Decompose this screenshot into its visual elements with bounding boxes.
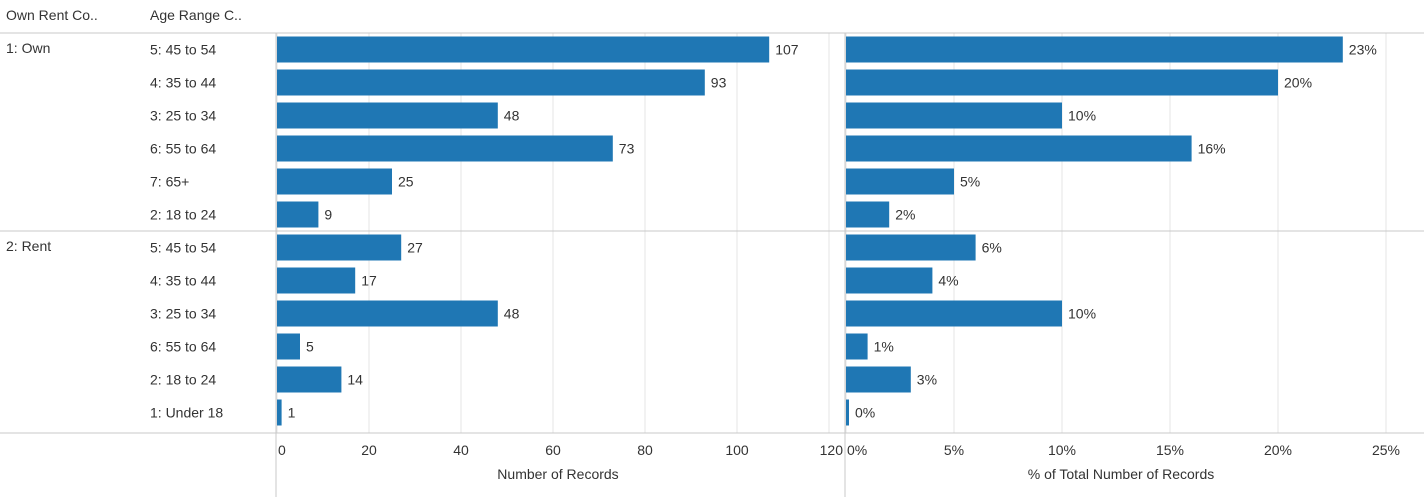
bar-count[interactable] xyxy=(277,102,498,129)
category-label[interactable]: 5: 45 to 54 xyxy=(150,42,216,58)
data-label: 25 xyxy=(398,174,414,190)
category-label[interactable]: 6: 55 to 64 xyxy=(150,339,216,355)
x-tick-label: 15% xyxy=(1156,442,1184,458)
x-tick-label: 40 xyxy=(453,442,469,458)
data-label: 2% xyxy=(895,207,915,223)
x-tick-label: 25% xyxy=(1372,442,1400,458)
bar-count[interactable] xyxy=(277,267,356,294)
bar-count[interactable] xyxy=(277,366,342,393)
category-label[interactable]: 3: 25 to 34 xyxy=(150,108,216,124)
bar-percent[interactable] xyxy=(846,135,1192,162)
category-label[interactable]: 3: 25 to 34 xyxy=(150,306,216,322)
data-label: 0% xyxy=(855,405,875,421)
data-label: 14 xyxy=(347,372,363,388)
category-label[interactable]: 5: 45 to 54 xyxy=(150,240,216,256)
data-label: 10% xyxy=(1068,306,1096,322)
x-tick-label: 100 xyxy=(725,442,749,458)
x-axis-title[interactable]: Number of Records xyxy=(497,466,618,482)
x-tick-label: 120 xyxy=(820,442,844,458)
bar-percent[interactable] xyxy=(846,102,1062,129)
bar-percent[interactable] xyxy=(846,300,1062,327)
data-label: 20% xyxy=(1284,75,1312,91)
data-label: 9 xyxy=(324,207,332,223)
bar-count[interactable] xyxy=(277,201,319,228)
bar-percent[interactable] xyxy=(846,168,954,195)
data-label: 10% xyxy=(1068,108,1096,124)
data-label: 27 xyxy=(407,240,423,256)
data-label: 16% xyxy=(1198,141,1226,157)
bar-percent[interactable] xyxy=(846,36,1343,63)
x-tick-label: 5% xyxy=(944,442,964,458)
data-label: 48 xyxy=(504,306,520,322)
category-label[interactable]: 2: 18 to 24 xyxy=(150,207,216,223)
data-label: 1 xyxy=(288,405,296,421)
bar-count[interactable] xyxy=(277,168,392,195)
x-tick-label: 20 xyxy=(361,442,377,458)
bar-count[interactable] xyxy=(277,36,770,63)
data-label: 4% xyxy=(938,273,958,289)
data-label: 23% xyxy=(1349,42,1377,58)
x-tick-label: 20% xyxy=(1264,442,1292,458)
data-label: 17 xyxy=(361,273,377,289)
bar-count[interactable] xyxy=(277,399,282,426)
data-label: 5% xyxy=(960,174,980,190)
x-tick-label: 60 xyxy=(545,442,561,458)
data-label: 3% xyxy=(917,372,937,388)
bar-count[interactable] xyxy=(277,135,613,162)
bar-percent[interactable] xyxy=(846,234,976,261)
bar-count[interactable] xyxy=(277,300,498,327)
x-tick-label: 0 xyxy=(278,442,286,458)
group-label[interactable]: 2: Rent xyxy=(6,238,51,254)
bar-count[interactable] xyxy=(277,69,705,96)
data-label: 5 xyxy=(306,339,314,355)
data-label: 107 xyxy=(775,42,799,58)
category-label[interactable]: 7: 65+ xyxy=(150,174,189,190)
bar-count[interactable] xyxy=(277,234,402,261)
bar-percent[interactable] xyxy=(846,366,911,393)
bar-percent[interactable] xyxy=(846,201,890,228)
bar-percent[interactable] xyxy=(846,399,849,426)
bar-percent[interactable] xyxy=(846,333,868,360)
data-label: 1% xyxy=(874,339,894,355)
data-label: 48 xyxy=(504,108,520,124)
category-label[interactable]: 1: Under 18 xyxy=(150,405,223,421)
x-tick-label: 0% xyxy=(847,442,867,458)
category-label[interactable]: 6: 55 to 64 xyxy=(150,141,216,157)
x-tick-label: 80 xyxy=(637,442,653,458)
x-tick-label: 10% xyxy=(1048,442,1076,458)
category-label[interactable]: 4: 35 to 44 xyxy=(150,75,216,91)
data-label: 93 xyxy=(711,75,727,91)
category-label[interactable]: 4: 35 to 44 xyxy=(150,273,216,289)
category-column-header[interactable]: Age Range C.. xyxy=(150,7,242,23)
data-label: 73 xyxy=(619,141,635,157)
bar-count[interactable] xyxy=(277,333,300,360)
bar-percent[interactable] xyxy=(846,69,1278,96)
x-axis-title[interactable]: % of Total Number of Records xyxy=(1028,466,1215,482)
group-column-header[interactable]: Own Rent Co.. xyxy=(6,7,98,23)
group-label[interactable]: 1: Own xyxy=(6,40,50,56)
category-label[interactable]: 2: 18 to 24 xyxy=(150,372,216,388)
bar-percent[interactable] xyxy=(846,267,933,294)
data-label: 6% xyxy=(982,240,1002,256)
plot-area: 1: Own 5: 45 to 54 107 23% 4: 35 to 44 93 20% 3… xyxy=(0,32,1424,497)
